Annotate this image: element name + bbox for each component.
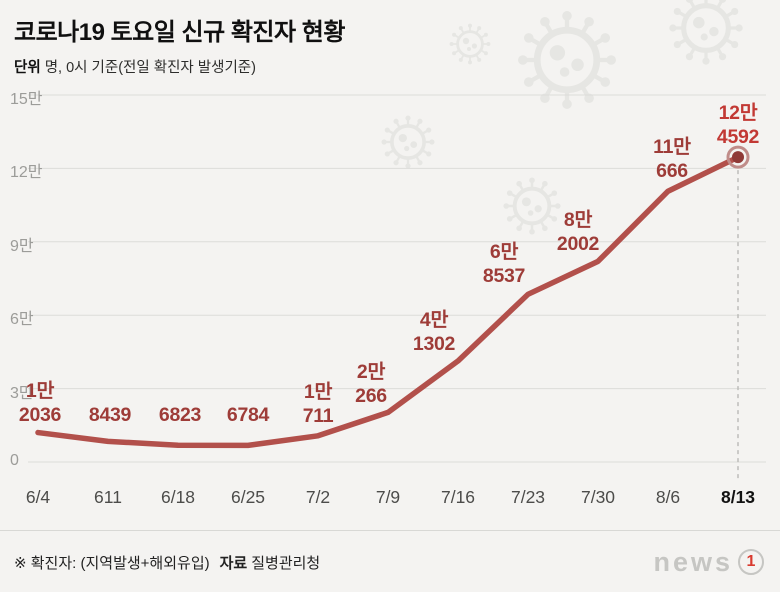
news1-logo-number: 1 [738, 549, 764, 575]
source-note: ※ 확진자: (지역발생+해외유입) 자료 질병관리청 [14, 552, 320, 573]
unit-text: 명, 0시 기준(전일 확진자 발생기준) [44, 60, 256, 76]
virus-icon [503, 177, 561, 235]
trend-line [35, 154, 741, 449]
footer-divider [0, 530, 780, 531]
news1-logo: news 1 [653, 546, 764, 577]
news1-logo-digit: 1 [746, 553, 756, 570]
virus-icon [381, 115, 435, 169]
virus-icon [518, 11, 616, 109]
virus-icon [449, 23, 491, 65]
footer: ※ 확진자: (지역발생+해외유입) 자료 질병관리청 news 1 [14, 542, 764, 582]
header: 코로나19 토요일 신규 확진자 현황 단위 명, 0시 기준(전일 확진자 발생… [14, 12, 345, 77]
news1-logo-text: news [653, 546, 733, 577]
last-point-marker [732, 151, 744, 164]
source-label: 자료 [219, 554, 248, 572]
page-title: 코로나19 토요일 신규 확진자 현황 [14, 19, 345, 46]
source-text: 질병관리청 [251, 554, 321, 572]
note-text: ※ 확진자: (지역발생+해외유입) [14, 554, 210, 572]
unit-label: 단위 [14, 60, 41, 76]
virus-icon [669, 0, 743, 65]
last-point-ring [726, 145, 750, 169]
unit-note: 단위 명, 0시 기준(전일 확진자 발생기준) [14, 56, 345, 77]
